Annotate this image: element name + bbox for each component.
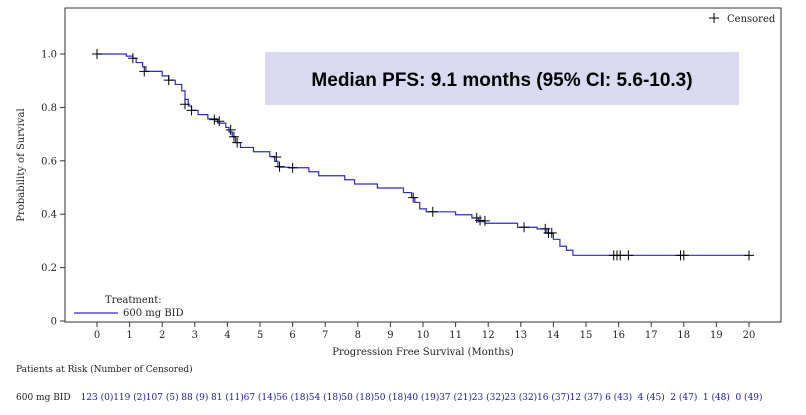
x-tick-label: 20 bbox=[743, 330, 756, 341]
x-tick-label: 6 bbox=[289, 330, 295, 341]
censor-mark bbox=[546, 227, 557, 238]
y-tick-label: 1.0 bbox=[41, 50, 57, 61]
censor-mark bbox=[214, 116, 225, 127]
x-tick-label: 13 bbox=[514, 330, 527, 341]
x-tick-label: 1 bbox=[126, 330, 132, 341]
x-tick-label: 4 bbox=[224, 330, 230, 341]
risk-value: 6 (43) bbox=[605, 392, 632, 403]
censor-marks bbox=[92, 49, 754, 261]
x-tick-label: 19 bbox=[710, 330, 723, 341]
y-tick-label: 0.2 bbox=[41, 263, 57, 274]
censor-mark bbox=[209, 114, 220, 125]
median-annotation: Median PFS: 9.1 months (95% CI: 5.6-10.3… bbox=[311, 70, 692, 91]
x-tick-label: 3 bbox=[192, 330, 198, 341]
x-tick-label: 0 bbox=[94, 330, 100, 341]
censor-mark bbox=[186, 105, 197, 116]
risk-value: 56 (18) bbox=[276, 392, 309, 403]
y-tick-label: 0.8 bbox=[41, 103, 57, 114]
risk-value: 23 (32) bbox=[472, 392, 505, 403]
risk-row-label: 600 mg BID bbox=[16, 393, 71, 403]
treatment-legend: Treatment: 600 mg BID bbox=[74, 295, 184, 319]
censor-mark bbox=[623, 250, 634, 261]
risk-value: 1 (48) bbox=[703, 392, 730, 403]
x-tick-label: 16 bbox=[612, 330, 625, 341]
risk-table-values: 123 (0) 119 (2) 107 (5) 88 (9) 81 (11) 67 (14… bbox=[81, 392, 763, 403]
risk-value: 54 (18) bbox=[309, 392, 342, 403]
censor-mark bbox=[225, 124, 236, 135]
censored-label: Censored bbox=[727, 14, 776, 25]
censor-mark bbox=[271, 152, 282, 163]
censor-mark bbox=[744, 250, 754, 261]
censor-mark-icon bbox=[709, 13, 719, 23]
risk-value: 40 (19) bbox=[407, 392, 440, 403]
x-tick-label: 14 bbox=[547, 330, 560, 341]
risk-value: 50 (18) bbox=[341, 392, 374, 403]
risk-value: 37 (21) bbox=[439, 392, 472, 403]
censor-mark bbox=[228, 131, 239, 142]
censor-mark bbox=[139, 66, 150, 77]
y-tick-label: 0.4 bbox=[41, 210, 57, 221]
y-axis: 0 0.2 0.4 0.6 0.8 1.0 bbox=[41, 50, 65, 328]
risk-value: 23 (32) bbox=[504, 392, 537, 403]
censor-mark bbox=[274, 161, 285, 172]
median-box bbox=[265, 52, 739, 105]
x-axis: 0 1 2 3 4 5 6 7 8 9 10 11 12 13 14 15 16 17 18 19 20 bbox=[94, 322, 756, 341]
censor-mark bbox=[519, 222, 530, 233]
x-tick-label: 10 bbox=[417, 330, 430, 341]
risk-value: 119 (2) bbox=[113, 392, 146, 403]
legend-entry: 600 mg BID bbox=[123, 308, 184, 319]
legend-header: Treatment: bbox=[105, 295, 162, 306]
censor-mark bbox=[678, 250, 689, 261]
y-tick-label: 0.6 bbox=[41, 156, 57, 167]
x-tick-label: 5 bbox=[257, 330, 263, 341]
censor-mark bbox=[475, 215, 486, 226]
risk-value: 107 (5) bbox=[146, 392, 179, 403]
risk-value: 4 (45) bbox=[638, 392, 665, 403]
x-tick-label: 17 bbox=[645, 330, 658, 341]
risk-value: 123 (0) bbox=[81, 392, 114, 403]
x-tick-label: 11 bbox=[449, 330, 462, 341]
censor-mark bbox=[163, 75, 174, 86]
censor-mark bbox=[232, 137, 243, 148]
x-tick-label: 15 bbox=[580, 330, 593, 341]
y-axis-title: Probability of Survival bbox=[16, 108, 27, 221]
x-axis-title: Progression Free Survival (Months) bbox=[332, 347, 514, 358]
censor-mark bbox=[127, 53, 138, 64]
censor-mark bbox=[180, 99, 191, 110]
risk-value: 67 (14) bbox=[244, 392, 277, 403]
x-tick-label: 2 bbox=[159, 330, 165, 341]
censor-mark bbox=[287, 162, 298, 173]
x-tick-label: 7 bbox=[322, 330, 328, 341]
censor-mark bbox=[427, 206, 438, 217]
x-tick-label: 9 bbox=[387, 330, 393, 341]
x-tick-label: 12 bbox=[482, 330, 495, 341]
censor-mark bbox=[408, 192, 419, 203]
censor-mark bbox=[92, 49, 102, 59]
risk-value: 2 (47) bbox=[670, 392, 697, 403]
risk-value: 81 (11) bbox=[211, 392, 244, 403]
censor-mark bbox=[479, 215, 490, 226]
y-tick-label: 0 bbox=[51, 317, 57, 328]
risk-value: 0 (49) bbox=[735, 392, 762, 403]
risk-table-header: Patients at Risk (Number of Censored) bbox=[16, 364, 193, 375]
risk-value: 16 (37) bbox=[537, 392, 570, 403]
risk-value: 88 (9) bbox=[181, 392, 208, 403]
x-tick-label: 18 bbox=[677, 330, 690, 341]
risk-value: 50 (18) bbox=[374, 392, 407, 403]
censored-legend: Censored bbox=[709, 13, 776, 25]
risk-value: 12 (37) bbox=[570, 392, 603, 403]
x-tick-label: 8 bbox=[355, 330, 361, 341]
